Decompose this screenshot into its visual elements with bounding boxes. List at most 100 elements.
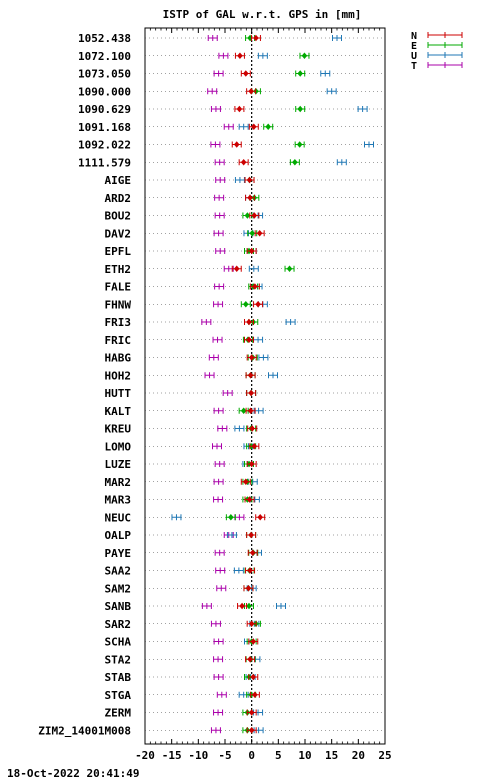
point-marker bbox=[233, 265, 240, 272]
data-point-n bbox=[244, 496, 255, 503]
data-point-e bbox=[299, 52, 310, 59]
data-point-t bbox=[216, 585, 227, 592]
data-point-t bbox=[222, 390, 233, 396]
station-label: LOMO bbox=[105, 440, 132, 453]
station-label: FRIC bbox=[105, 334, 132, 347]
data-point-e bbox=[294, 141, 305, 148]
station-label: PAYE bbox=[105, 547, 132, 560]
data-point-n bbox=[248, 638, 259, 645]
station-label: FALE bbox=[105, 281, 132, 294]
station-label: HOH2 bbox=[105, 369, 132, 382]
data-point-t bbox=[213, 70, 224, 77]
data-point-n bbox=[243, 585, 254, 592]
data-point-t bbox=[214, 549, 225, 556]
data-point-n bbox=[249, 283, 260, 290]
legend-label-t: T bbox=[411, 61, 417, 72]
data-point-t bbox=[223, 123, 234, 130]
data-point-t bbox=[212, 443, 222, 450]
point-marker bbox=[243, 70, 249, 77]
station-label: SANB bbox=[105, 600, 132, 613]
point-marker bbox=[252, 691, 258, 698]
station-label: ZIM2_14001M008 bbox=[38, 724, 131, 737]
station-label: 1090.000 bbox=[78, 85, 131, 98]
point-marker bbox=[297, 105, 303, 113]
data-point-t bbox=[212, 336, 223, 343]
grid-lines bbox=[145, 28, 385, 744]
data-point-n bbox=[234, 105, 245, 113]
station-label: ARD2 bbox=[105, 192, 132, 205]
point-marker bbox=[286, 265, 293, 272]
data-point-t bbox=[201, 603, 212, 609]
data-point-n bbox=[245, 372, 256, 379]
station-label: HUTT bbox=[105, 387, 132, 400]
data-point-u bbox=[326, 88, 337, 95]
station-label: SCHA bbox=[105, 636, 132, 649]
data-point-t bbox=[214, 212, 225, 219]
point-marker bbox=[250, 638, 257, 645]
x-tick-label: -10 bbox=[188, 749, 208, 762]
point-marker bbox=[251, 123, 257, 130]
data-point-n bbox=[246, 389, 257, 397]
data-point-t bbox=[234, 514, 245, 521]
station-label: 1091.168 bbox=[78, 121, 131, 134]
plot-frame bbox=[144, 27, 386, 745]
data-point-t bbox=[210, 727, 221, 734]
x-tick-label: -5 bbox=[218, 749, 231, 762]
station-label: DAV2 bbox=[105, 227, 132, 240]
data-point-u bbox=[253, 336, 264, 343]
x-tick-label: -20 bbox=[135, 749, 155, 762]
point-marker bbox=[248, 531, 254, 539]
data-point-u bbox=[257, 52, 268, 59]
point-marker bbox=[297, 70, 303, 77]
point-marker bbox=[247, 567, 253, 574]
data-point-n bbox=[247, 425, 258, 432]
data-point-t bbox=[215, 248, 226, 254]
chart-title: ISTP of GAL w.r.t. GPS in [mm] bbox=[163, 8, 362, 21]
point-marker bbox=[292, 159, 298, 166]
x-tick-label: 20 bbox=[352, 749, 365, 762]
data-point-t bbox=[210, 106, 221, 112]
point-marker bbox=[248, 247, 255, 255]
x-tick-label: 15 bbox=[325, 749, 338, 762]
data-point-e bbox=[295, 70, 306, 77]
station-label: 1072.100 bbox=[78, 50, 131, 63]
station-label: HABG bbox=[105, 352, 132, 365]
station-label: OALP bbox=[105, 529, 132, 542]
data-point-n bbox=[246, 460, 257, 468]
data-point-n bbox=[254, 230, 265, 237]
point-marker bbox=[248, 727, 255, 734]
station-label: KALT bbox=[105, 405, 132, 418]
point-marker bbox=[248, 620, 255, 627]
data-point-n bbox=[249, 212, 260, 219]
data-point-t bbox=[213, 407, 224, 414]
data-point-t bbox=[201, 319, 212, 325]
point-marker bbox=[233, 141, 240, 148]
station-label: KREU bbox=[105, 423, 132, 436]
station-label: STA2 bbox=[105, 653, 132, 666]
point-marker bbox=[251, 212, 258, 219]
point-marker bbox=[251, 443, 258, 450]
station-label: EPFL bbox=[105, 245, 132, 258]
data-point-t bbox=[215, 177, 226, 183]
x-tick-label: 5 bbox=[275, 749, 282, 762]
data-point-n bbox=[245, 567, 256, 574]
data-point-n bbox=[246, 727, 257, 734]
data-point-t bbox=[207, 35, 218, 41]
point-marker bbox=[265, 123, 271, 130]
point-marker bbox=[248, 354, 255, 361]
station-label: LUZE bbox=[105, 458, 132, 471]
station-label: FRI3 bbox=[105, 316, 132, 329]
point-marker bbox=[240, 159, 247, 166]
legend-label-n: N bbox=[411, 31, 417, 42]
point-marker bbox=[247, 407, 254, 414]
data-point-n bbox=[247, 549, 258, 556]
station-label: 1090.629 bbox=[78, 103, 131, 116]
point-marker bbox=[236, 105, 243, 113]
data-point-t bbox=[216, 691, 227, 698]
station-labels: 1052.438 1072.100 1073.050 1090.000 1090.629… bbox=[38, 32, 131, 737]
data-point-t bbox=[213, 478, 224, 485]
data-point-t bbox=[210, 141, 221, 148]
point-marker bbox=[247, 34, 253, 42]
data-point-n bbox=[248, 673, 259, 681]
data-point-n bbox=[231, 141, 242, 148]
